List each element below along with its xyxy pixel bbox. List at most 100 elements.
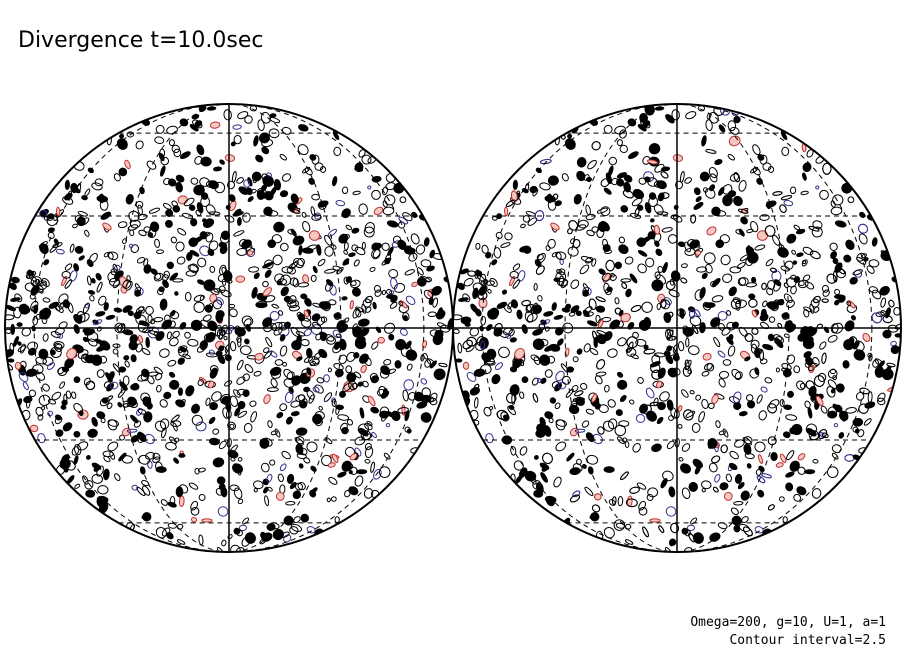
contour (40, 406, 46, 411)
contour (314, 384, 324, 394)
contour (382, 200, 388, 208)
graticule-right (452, 103, 902, 553)
contour (438, 362, 448, 368)
contour (678, 241, 686, 248)
contour (469, 387, 480, 396)
contour (389, 301, 398, 309)
contour (793, 276, 801, 283)
contour (544, 411, 554, 419)
contour (18, 372, 29, 382)
contour (745, 257, 753, 267)
contour (715, 420, 721, 428)
contour (553, 314, 564, 320)
contour (289, 481, 297, 490)
contour (543, 311, 554, 317)
contour (691, 422, 701, 433)
contour (662, 261, 668, 273)
contour (290, 523, 303, 532)
contour (727, 153, 736, 161)
contour (84, 328, 95, 336)
contour (270, 430, 278, 436)
contour (732, 297, 742, 305)
contour (648, 143, 661, 155)
contour (326, 279, 334, 287)
contour (772, 191, 783, 196)
contour (57, 333, 64, 339)
contour (632, 188, 644, 200)
contour (362, 380, 369, 388)
contour (830, 251, 837, 260)
contour (756, 475, 766, 484)
contour (290, 228, 297, 237)
contour (670, 214, 679, 220)
contour (586, 229, 595, 237)
contour (614, 307, 622, 315)
contour (163, 391, 172, 400)
contour (706, 226, 717, 236)
contour (379, 406, 390, 417)
contour (573, 194, 582, 205)
contour (93, 466, 100, 472)
contour (208, 349, 215, 356)
contour (373, 206, 384, 216)
contour (177, 348, 183, 353)
contour (643, 348, 656, 355)
contour (149, 221, 160, 233)
contour (720, 444, 728, 454)
contour (741, 516, 749, 523)
contour (263, 394, 271, 405)
contour (800, 190, 809, 196)
contour (762, 343, 774, 351)
contour (324, 234, 333, 246)
contour (754, 244, 766, 251)
contour (23, 395, 33, 404)
contour (276, 412, 284, 419)
contour (278, 310, 284, 316)
contour (733, 501, 744, 506)
contour (169, 337, 179, 347)
contour (91, 354, 103, 366)
contour (131, 484, 139, 491)
contour (314, 212, 322, 220)
contour (341, 426, 349, 435)
contour (661, 227, 673, 233)
contour (689, 390, 695, 395)
contour (677, 405, 683, 412)
contour (281, 126, 292, 135)
contour (398, 301, 404, 307)
contour (283, 534, 292, 543)
contour (719, 234, 731, 244)
contour (693, 187, 701, 196)
contour (370, 375, 380, 384)
contour (197, 257, 207, 268)
contour (729, 126, 740, 135)
contour (17, 345, 27, 353)
contour (423, 237, 430, 247)
contour (583, 343, 591, 353)
contour (334, 516, 340, 524)
contour (504, 232, 513, 241)
contour (809, 250, 821, 260)
contour (285, 501, 296, 506)
contour (95, 273, 102, 281)
contour (173, 457, 180, 464)
contour (41, 277, 50, 287)
contour (199, 177, 210, 187)
contour (567, 133, 573, 139)
contour (209, 367, 218, 379)
contour (311, 214, 322, 221)
contour (618, 236, 626, 244)
contour (722, 428, 729, 438)
contour (738, 523, 751, 532)
contour (218, 329, 226, 337)
contour (192, 119, 203, 129)
contour (427, 311, 437, 318)
contour (705, 149, 717, 154)
contour (217, 506, 229, 517)
contour (659, 391, 670, 402)
contour (370, 461, 375, 473)
contour (749, 368, 760, 379)
contour (344, 260, 350, 265)
contour (138, 229, 147, 237)
contour (774, 338, 784, 349)
